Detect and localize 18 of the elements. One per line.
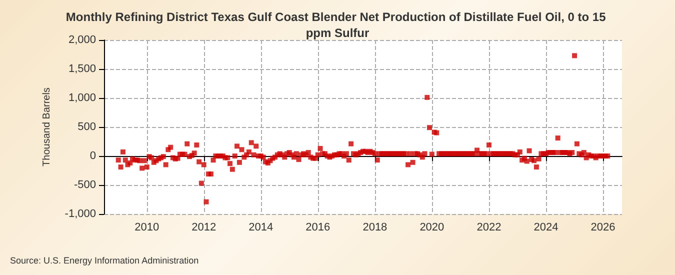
x-tick-label: 2012 [192, 222, 216, 234]
y-tick-label: -1,000 [64, 208, 96, 220]
y-tick-label: -500 [74, 179, 96, 191]
x-tick-label: 2022 [476, 222, 502, 234]
x-tick-label: 2026 [590, 222, 616, 234]
y-tick-label: 0 [90, 150, 96, 162]
y-axis-title: Thousand Barrels [42, 88, 52, 166]
x-tick-label: 2016 [306, 222, 330, 234]
source-note: Source: U.S. Energy Information Administration [10, 256, 199, 266]
y-tick-label: 500 [78, 121, 96, 133]
y-tick-label: 1,000 [68, 92, 96, 104]
y-tick-label: 2,000 [68, 34, 96, 46]
y-tick-label: 1,500 [68, 63, 96, 75]
x-tick-label: 2024 [534, 222, 558, 234]
x-tick-label: 2014 [248, 222, 274, 234]
x-tick-label: 2010 [134, 222, 160, 234]
x-tick-label: 2018 [362, 222, 388, 234]
x-tick-label: 2020 [420, 222, 444, 234]
